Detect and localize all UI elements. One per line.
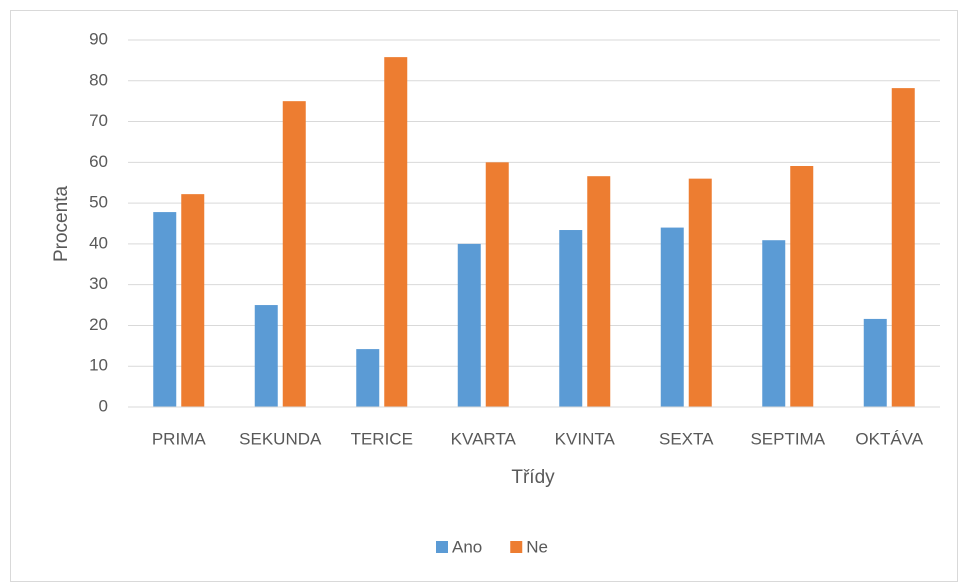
x-tick-label: SEPTIMA <box>750 429 825 448</box>
y-tick-label: 30 <box>89 274 108 293</box>
x-tick-label: PRIMA <box>152 429 207 448</box>
y-tick-label: 40 <box>89 233 108 252</box>
legend-swatch <box>510 541 523 553</box>
bar <box>587 176 611 407</box>
bar <box>790 166 814 407</box>
bar <box>660 227 684 407</box>
bar <box>863 318 887 407</box>
x-tick-label: SEXTA <box>659 429 714 448</box>
y-tick-label: 20 <box>89 315 108 334</box>
x-tick-label: SEKUNDA <box>239 429 322 448</box>
x-tick-label: KVINTA <box>555 429 616 448</box>
bar <box>254 305 278 407</box>
y-axis-title: Procenta <box>51 186 72 262</box>
bar <box>282 101 306 408</box>
bar <box>891 88 915 408</box>
bar <box>762 240 786 407</box>
bar <box>688 178 712 407</box>
y-tick-label: 50 <box>89 193 108 212</box>
legend-label: Ano <box>452 537 482 556</box>
y-tick-label: 0 <box>99 396 108 415</box>
bar <box>384 57 408 407</box>
bar <box>153 212 177 407</box>
y-tick-label: 60 <box>89 152 108 171</box>
x-axis-title: Třídy <box>511 467 555 488</box>
x-tick-label: KVARTA <box>451 429 517 448</box>
x-tick-label: TERICE <box>351 429 413 448</box>
bar <box>457 243 481 407</box>
bar <box>356 349 380 407</box>
bar <box>485 162 509 407</box>
y-tick-label: 80 <box>89 70 108 89</box>
bar <box>559 230 583 407</box>
legend-label: Ne <box>526 537 548 556</box>
bar <box>181 194 205 407</box>
y-tick-label: 70 <box>89 111 108 130</box>
x-tick-label: OKTÁVA <box>855 429 923 448</box>
y-tick-label: 90 <box>89 29 108 48</box>
y-tick-label: 10 <box>89 356 108 375</box>
chart-frame <box>10 10 958 582</box>
legend-swatch <box>436 541 448 553</box>
